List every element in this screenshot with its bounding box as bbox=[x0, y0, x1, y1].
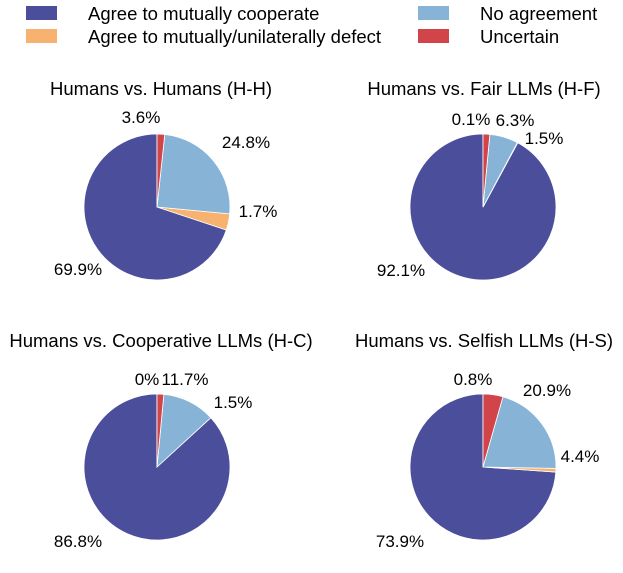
pie-slice-uncertain bbox=[482, 393, 504, 468]
pct-label-h-s-no-agreement: 20.9% bbox=[523, 381, 571, 400]
pct-label-h-h-cooperate: 69.9% bbox=[54, 260, 102, 279]
pct-label-h-s-uncertain: 4.4% bbox=[561, 447, 600, 466]
legend-item-no-agreement: No agreement bbox=[418, 3, 597, 24]
pie-slice-uncertain bbox=[482, 133, 491, 208]
pie-slice-agree-cooperate bbox=[83, 133, 227, 281]
legend-label-agree-cooperate: Agree to mutually cooperate bbox=[88, 3, 319, 24]
legend-swatch-uncertain bbox=[418, 29, 449, 43]
pie-h-f bbox=[409, 133, 557, 281]
pct-label-h-s-cooperate: 73.9% bbox=[376, 532, 424, 551]
pct-label-h-f-no-agreement: 6.3% bbox=[496, 111, 535, 130]
pct-label-h-c-cooperate: 86.8% bbox=[54, 532, 102, 551]
pie-h-h bbox=[83, 133, 231, 281]
legend-item-agree-cooperate: Agree to mutually cooperate bbox=[26, 3, 319, 24]
pct-label-h-f-cooperate: 92.1% bbox=[377, 261, 425, 280]
pie-title-h-f: Humans vs. Fair LLMs (H-F) bbox=[367, 78, 600, 99]
pct-label-h-f-defect: 0.1% bbox=[452, 110, 491, 129]
pie-h-s bbox=[409, 393, 557, 541]
legend-swatch-no-agreement bbox=[418, 6, 449, 20]
legend: Agree to mutually cooperate Agree to mut… bbox=[26, 3, 597, 47]
pie-title-h-h: Humans vs. Humans (H-H) bbox=[50, 78, 272, 99]
pct-label-h-h-defect: 3.6% bbox=[122, 108, 161, 127]
pie-slice-no-agreement bbox=[156, 133, 231, 215]
pie-title-h-c: Humans vs. Cooperative LLMs (H-C) bbox=[9, 330, 312, 351]
pct-label-h-h-no-agreement: 24.8% bbox=[222, 133, 270, 152]
pie-slice-uncertain bbox=[156, 393, 165, 468]
pct-label-h-c-uncertain: 1.5% bbox=[214, 393, 253, 412]
pct-label-h-f-uncertain: 1.5% bbox=[525, 129, 564, 148]
pct-label-h-s-defect: 0.8% bbox=[454, 370, 493, 389]
pie-slice-no-agreement bbox=[482, 396, 557, 469]
pie-h-c bbox=[83, 393, 231, 541]
legend-swatch-agree-defect bbox=[26, 29, 57, 43]
legend-label-no-agreement: No agreement bbox=[480, 3, 597, 24]
pie-slice-uncertain bbox=[156, 133, 166, 208]
pie-title-h-s: Humans vs. Selfish LLMs (H-S) bbox=[355, 330, 613, 351]
pie-slice-agree-cooperate bbox=[409, 133, 557, 281]
legend-item-agree-defect: Agree to mutually/unilaterally defect bbox=[26, 26, 381, 47]
legend-label-agree-defect: Agree to mutually/unilaterally defect bbox=[88, 26, 381, 47]
legend-swatch-agree-cooperate bbox=[26, 6, 57, 20]
legend-item-uncertain: Uncertain bbox=[418, 26, 559, 47]
legend-label-uncertain: Uncertain bbox=[480, 26, 559, 47]
pct-label-h-h-uncertain: 1.7% bbox=[239, 202, 278, 221]
pct-label-h-c-defect: 0% bbox=[135, 370, 160, 389]
pct-label-h-c-no-agreement: 11.7% bbox=[162, 370, 209, 389]
